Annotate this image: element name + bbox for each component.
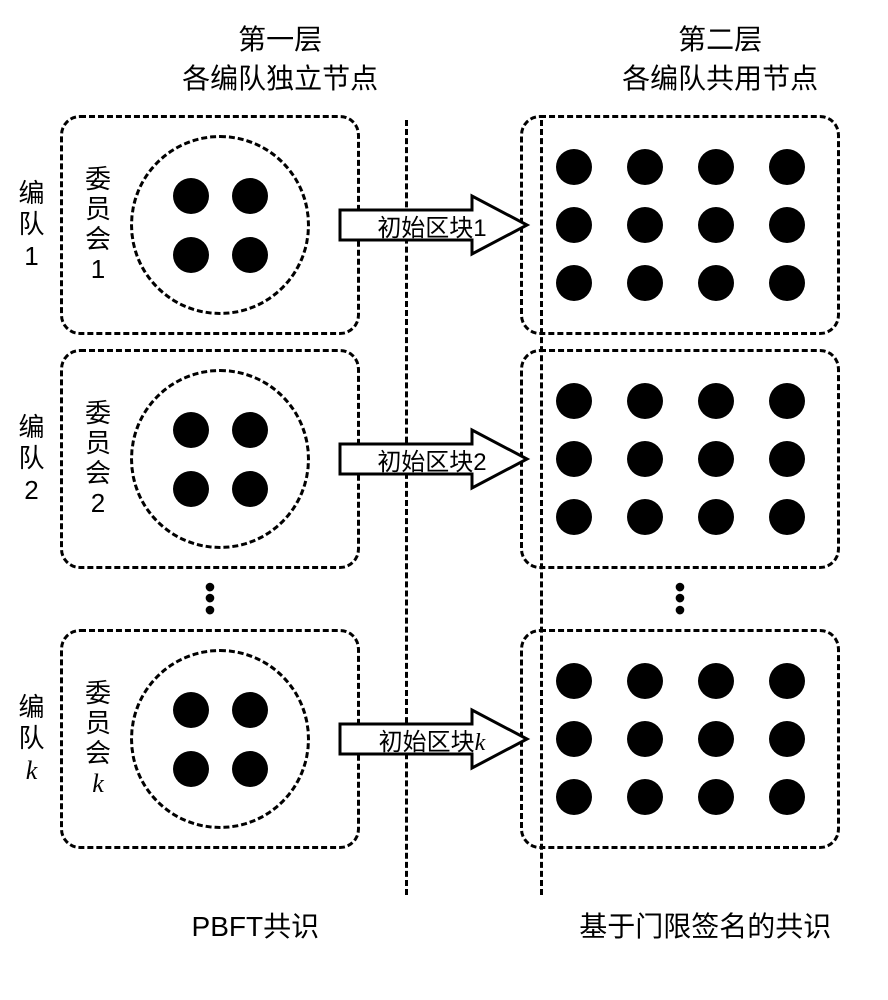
node-dot xyxy=(232,178,268,214)
node-dot xyxy=(627,149,663,185)
arrow-k: 初始区块k xyxy=(332,629,532,849)
node-dot xyxy=(556,265,592,301)
arrow-1: 初始区块1 xyxy=(332,115,532,335)
node-dot xyxy=(173,471,209,507)
node-dot xyxy=(232,471,268,507)
footer-row: PBFT共识 基于门限签名的共识 xyxy=(110,905,870,945)
shared-nodes-box-1 xyxy=(520,115,840,335)
footer-threshold-label: 基于门限签名的共识 xyxy=(541,905,870,945)
formation-label-k: 编队k xyxy=(15,629,50,849)
node-dot xyxy=(769,207,805,243)
node-dot xyxy=(769,265,805,301)
node-dot xyxy=(556,441,592,477)
node-dot xyxy=(698,663,734,699)
formation-row-k: 编队k 委员会k 初始区块k xyxy=(15,629,875,849)
node-dot xyxy=(627,265,663,301)
formation-label-2: 编队2 xyxy=(15,349,50,569)
node-dot xyxy=(627,441,663,477)
node-dot xyxy=(769,721,805,757)
arrow-label-k: 初始区块k xyxy=(379,722,486,757)
node-dot xyxy=(556,383,592,419)
formation-row-1: 编队1 委员会1 初始区块1 xyxy=(15,115,875,335)
node-dot xyxy=(627,207,663,243)
committee-box-1: 委员会1 xyxy=(60,115,360,335)
node-dot xyxy=(556,663,592,699)
vertical-divider-2 xyxy=(540,120,543,895)
committee-nodes-2 xyxy=(130,369,310,549)
committee-label-k: 委员会k xyxy=(78,679,118,799)
node-dot xyxy=(698,207,734,243)
node-dot xyxy=(232,412,268,448)
node-dot xyxy=(232,237,268,273)
node-dot xyxy=(769,779,805,815)
node-dot xyxy=(698,499,734,535)
committee-nodes-k xyxy=(130,649,310,829)
layer2-title: 第二层 xyxy=(565,20,875,59)
shared-nodes-box-2 xyxy=(520,349,840,569)
node-dot xyxy=(173,692,209,728)
node-dot xyxy=(698,779,734,815)
node-dot xyxy=(698,149,734,185)
node-dot xyxy=(769,441,805,477)
arrow-label-1: 初始区块1 xyxy=(377,208,486,243)
arrow-label-2: 初始区块2 xyxy=(377,442,486,477)
arrow-2: 初始区块2 xyxy=(332,349,532,569)
node-dot xyxy=(232,692,268,728)
node-dot xyxy=(173,237,209,273)
vertical-ellipsis-icon: ••• xyxy=(674,582,685,616)
node-dot xyxy=(769,383,805,419)
node-dot xyxy=(556,149,592,185)
node-dot xyxy=(698,265,734,301)
layer1-title: 第一层 xyxy=(135,20,425,59)
shared-nodes-box-k xyxy=(520,629,840,849)
node-dot xyxy=(627,779,663,815)
formation-row-2: 编队2 委员会2 初始区块2 xyxy=(15,349,875,569)
node-dot xyxy=(627,383,663,419)
node-dot xyxy=(556,207,592,243)
header-row: 第一层 各编队独立节点 第二层 各编队共用节点 xyxy=(135,20,875,98)
vertical-ellipsis-icon: ••• xyxy=(204,582,215,616)
node-dot xyxy=(769,663,805,699)
node-dot xyxy=(627,721,663,757)
node-dot xyxy=(627,663,663,699)
node-dot xyxy=(698,441,734,477)
layer2-header: 第二层 各编队共用节点 xyxy=(565,20,875,98)
node-dot xyxy=(556,499,592,535)
node-dot xyxy=(769,499,805,535)
node-dot xyxy=(173,178,209,214)
diagram-main: 编队1 委员会1 初始区块1 编队2 xyxy=(15,115,875,849)
committee-box-k: 委员会k xyxy=(60,629,360,849)
committee-label-2: 委员会2 xyxy=(78,399,118,519)
committee-box-2: 委员会2 xyxy=(60,349,360,569)
layer2-subtitle: 各编队共用节点 xyxy=(565,59,875,98)
layer1-header: 第一层 各编队独立节点 xyxy=(135,20,425,98)
node-dot xyxy=(556,721,592,757)
node-dot xyxy=(698,721,734,757)
node-dot xyxy=(173,412,209,448)
node-dot xyxy=(698,383,734,419)
node-dot xyxy=(556,779,592,815)
layer1-subtitle: 各编队独立节点 xyxy=(135,59,425,98)
node-dot xyxy=(173,751,209,787)
committee-label-1: 委员会1 xyxy=(78,165,118,285)
committee-nodes-1 xyxy=(130,135,310,315)
node-dot xyxy=(769,149,805,185)
formation-label-1: 编队1 xyxy=(15,115,50,335)
node-dot xyxy=(232,751,268,787)
footer-pbft-label: PBFT共识 xyxy=(110,905,401,945)
node-dot xyxy=(627,499,663,535)
ellipsis-row: ••• ••• xyxy=(15,569,875,629)
